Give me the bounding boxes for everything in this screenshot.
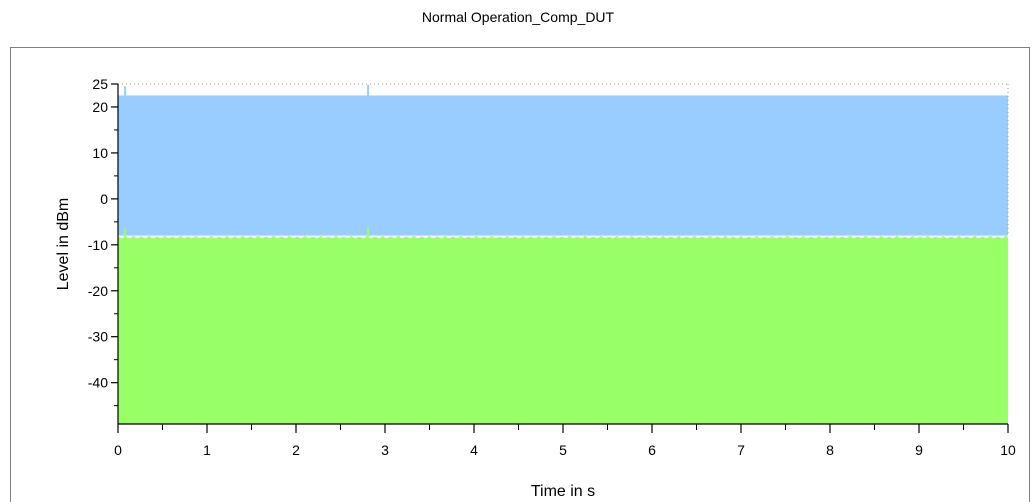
series-green-spike: [367, 227, 370, 238]
series-green-area: [118, 235, 1008, 424]
x-tick-label: 4: [470, 442, 478, 458]
x-tick-label: 8: [826, 442, 834, 458]
x-tick-label: 5: [559, 442, 567, 458]
y-tick-label: -10: [88, 237, 108, 253]
y-tick-label: 10: [92, 145, 108, 161]
chart-title: Normal Operation_Comp_DUT: [421, 9, 615, 25]
series-blue-spike: [367, 84, 370, 97]
top-grid-line: [118, 83, 1009, 236]
y-tick-label: 0: [100, 191, 108, 207]
x-axis-label: Time in s: [531, 483, 595, 500]
x-tick-label: 3: [381, 442, 389, 458]
y-tick-label: -40: [88, 375, 108, 391]
y-tick-label: -30: [88, 329, 108, 345]
plot-areas: [118, 84, 1008, 424]
chart-frame: [10, 47, 1030, 502]
series-blue-spike: [124, 86, 127, 97]
x-tick-label: 1: [203, 442, 211, 458]
y-tick-label: 25: [92, 76, 108, 92]
x-tick-label: 9: [915, 442, 923, 458]
x-tick-label: 0: [114, 442, 122, 458]
x-tick-label: 2: [292, 442, 300, 458]
series-green-spike: [124, 228, 127, 238]
series-blue-area: [118, 95, 1008, 236]
y-tick-label: -20: [88, 283, 108, 299]
x-tick-label: 6: [648, 442, 656, 458]
y-axis-label: Level in dBm: [55, 198, 72, 291]
axes: 0 1 2 3 4 5 6 7 8 9 10 25 20 10 0 -10 -20 -30 -40: [88, 76, 1016, 458]
y-tick-label: 20: [92, 99, 108, 115]
x-tick-label: 7: [737, 442, 745, 458]
x-tick-label: 10: [1000, 442, 1016, 458]
